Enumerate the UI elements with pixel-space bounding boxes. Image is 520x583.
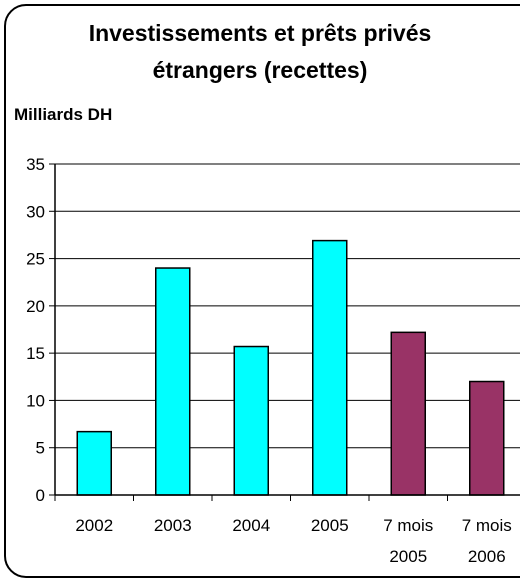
- chart-title-line-2: étrangers (recettes): [152, 57, 368, 83]
- y-tick-label: 15: [26, 344, 45, 363]
- bar: [233, 345, 269, 496]
- x-tick-label: 7 mois: [383, 516, 433, 535]
- bar: [312, 239, 348, 496]
- x-tick-label: 2004: [232, 516, 270, 535]
- x-tick-label: 2003: [154, 516, 192, 535]
- y-tick-label: 0: [36, 486, 45, 505]
- y-tick-label: 25: [26, 250, 45, 269]
- bar: [390, 331, 426, 496]
- bar: [76, 430, 112, 496]
- y-tick-label: 30: [26, 202, 45, 221]
- x-tick-label: 2006: [468, 547, 506, 566]
- y-tick-label: 5: [36, 439, 45, 458]
- y-axis-label: Milliards DH: [14, 105, 113, 124]
- x-tick-label: 7 mois: [462, 516, 512, 535]
- chart-title-line-1: Investissements et prêts privés: [88, 20, 432, 46]
- x-tick-label: 2005: [311, 516, 349, 535]
- y-tick-label: 20: [26, 297, 45, 316]
- y-tick-label: 35: [26, 155, 45, 174]
- bar: [155, 267, 191, 496]
- bar: [469, 380, 505, 496]
- x-tick-label: 2002: [75, 516, 113, 535]
- x-tick-label: 2005: [389, 547, 427, 566]
- y-tick-label: 10: [26, 391, 45, 410]
